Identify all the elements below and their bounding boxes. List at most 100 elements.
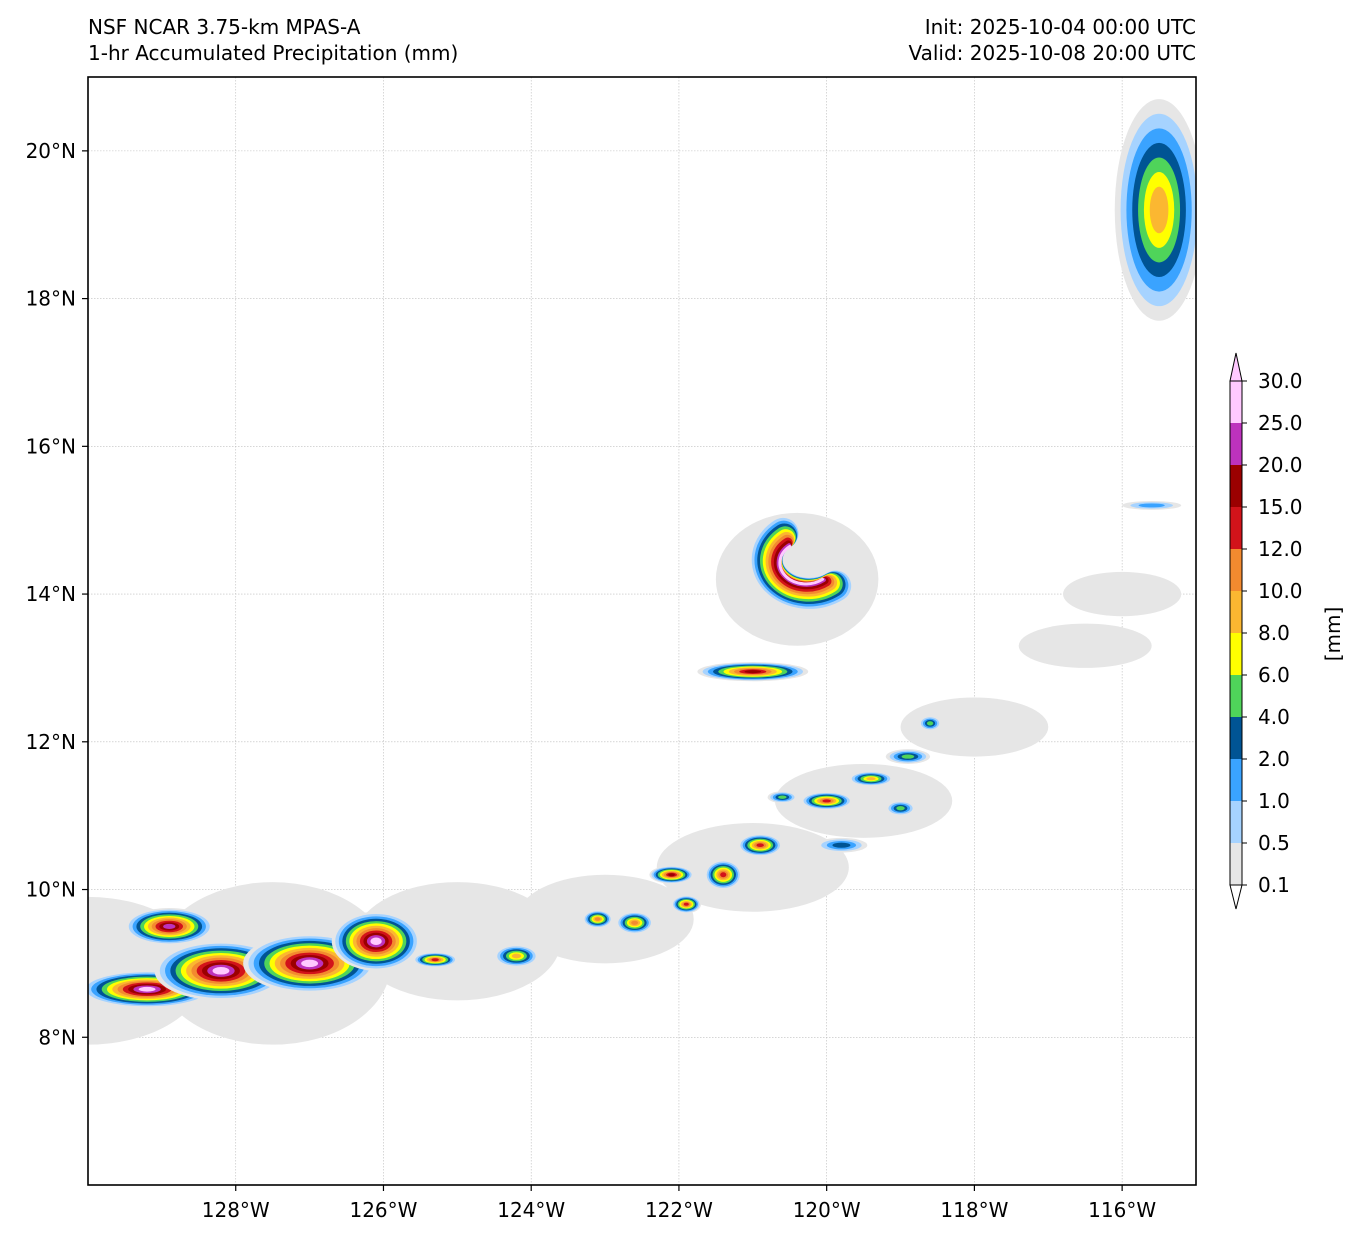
precip-contour — [301, 959, 319, 968]
colorbar-tick-label: 8.0 — [1258, 621, 1290, 645]
colorbar-tick-label: 4.0 — [1258, 705, 1290, 729]
colorbar-tick-label: 20.0 — [1258, 453, 1303, 477]
precip-contour — [631, 920, 639, 925]
colorbar-segment — [1230, 759, 1242, 801]
precip-feature — [919, 715, 942, 731]
precip-feature — [124, 908, 214, 945]
valid-time: Valid: 2025-10-08 20:00 UTC — [908, 41, 1196, 65]
colorbar-tick-label: 0.1 — [1258, 873, 1290, 897]
precip-contour — [896, 806, 905, 811]
precip-feature — [331, 911, 421, 971]
lon-tick-label: 116°W — [1088, 1198, 1156, 1222]
lat-tick-label: 16°N — [26, 434, 76, 458]
lat-tick-label: 18°N — [26, 287, 76, 311]
lon-tick-label: 124°W — [497, 1198, 565, 1222]
precip-contour — [511, 953, 522, 959]
precip-feature — [885, 749, 931, 764]
precip-feature — [243, 933, 377, 993]
colorbar-tick-label: 2.0 — [1258, 747, 1290, 771]
colorbar-tick-label: 6.0 — [1258, 663, 1290, 687]
precip-contour — [778, 544, 825, 586]
precip-feature — [767, 791, 798, 804]
colorbar: 30.0 25.0 20.0 15.0 12.0 10.0 8.0 6.0 4.0 2.0 1.0 0… — [1229, 352, 1345, 910]
colorbar-tick-label: 0.5 — [1258, 831, 1290, 855]
map-frame — [87, 76, 1197, 1186]
colorbar-tick-label: 25.0 — [1258, 411, 1303, 435]
precip-feature — [671, 895, 702, 914]
lon-tick-label: 120°W — [793, 1198, 861, 1222]
precip-feature — [1114, 99, 1196, 321]
colorbar-segment — [1230, 465, 1242, 507]
precip-feature — [1063, 571, 1182, 617]
precip-feature — [582, 910, 613, 928]
colorbar-tick-label: 12.0 — [1258, 537, 1303, 561]
lon-tick-label: 126°W — [349, 1198, 417, 1222]
precip-feature — [494, 944, 539, 968]
precip-contour — [594, 917, 601, 921]
axis-ticks: 128°W 126°W 124°W 122°W 120°W 118°W 116°W 8°N 10… — [26, 139, 1157, 1222]
init-time: Init: 2025-10-04 00:00 UTC — [924, 15, 1196, 39]
lat-tick-label: 14°N — [26, 582, 76, 606]
model-title: NSF NCAR 3.75-km MPAS-A — [88, 15, 361, 39]
precip-contour — [683, 902, 689, 906]
colorbar-segment — [1230, 675, 1242, 717]
precip-feature — [738, 834, 783, 857]
precip-feature — [715, 512, 879, 646]
lat-tick-label: 20°N — [26, 139, 76, 163]
colorbar-tick-label: 1.0 — [1258, 789, 1290, 813]
precip-feature — [800, 792, 853, 810]
precip-contour — [212, 967, 230, 975]
colorbar-segment — [1230, 843, 1242, 885]
precip-feature — [616, 911, 654, 934]
precip-contour — [832, 842, 851, 848]
colorbar-segment — [1230, 633, 1242, 675]
precip-contour — [431, 958, 439, 962]
precip-band — [774, 763, 953, 838]
colorbar-segment — [1230, 549, 1242, 591]
precip-contour — [778, 795, 787, 799]
precip-feature — [704, 859, 742, 890]
field-title: 1-hr Accumulated Precipitation (mm) — [88, 41, 459, 65]
precip-field — [88, 99, 1196, 1045]
precip-feature — [885, 800, 916, 816]
colorbar-segment — [1230, 507, 1242, 549]
colorbar-extend-min — [1229, 884, 1243, 910]
precip-contour — [163, 923, 176, 930]
lat-tick-label: 10°N — [26, 878, 76, 902]
colorbar-segment — [1230, 381, 1242, 423]
precip-contour — [720, 872, 727, 878]
precip-feature — [649, 865, 694, 884]
precip-contour — [756, 843, 764, 848]
lon-tick-label: 128°W — [202, 1198, 270, 1222]
precip-feature — [1122, 500, 1182, 510]
precip-contour — [370, 937, 382, 945]
precip-contour — [1149, 186, 1169, 234]
precip-contour — [901, 754, 915, 759]
precip-band — [1018, 623, 1152, 668]
lat-tick-label: 12°N — [26, 730, 76, 754]
precip-contour — [866, 777, 876, 781]
colorbar-unit-label: [mm] — [1321, 607, 1345, 662]
precip-contour — [1138, 503, 1165, 508]
colorbar-segment — [1230, 591, 1242, 633]
precip-feature — [848, 771, 894, 787]
precip-band — [656, 823, 849, 912]
precip-feature — [815, 837, 868, 853]
title-block-right: Init: 2025-10-04 00:00 UTC Valid: 2025-1… — [908, 14, 1196, 66]
precip-contour — [138, 986, 156, 992]
precip-contour — [668, 873, 675, 877]
title-block-left: NSF NCAR 3.75-km MPAS-A 1-hr Accumulated… — [88, 14, 458, 66]
colorbar-segment — [1230, 717, 1242, 759]
precip-contour — [744, 670, 762, 674]
colorbar-segment — [1230, 801, 1242, 843]
colorbar-tick-label: 30.0 — [1258, 369, 1303, 393]
precip-band — [900, 697, 1049, 757]
lat-tick-label: 8°N — [38, 1025, 76, 1049]
precip-feature — [697, 662, 809, 682]
lon-tick-label: 122°W — [645, 1198, 713, 1222]
colorbar-segment — [1230, 423, 1242, 465]
precip-band — [353, 882, 561, 1001]
lon-tick-label: 118°W — [940, 1198, 1008, 1222]
colorbar-tick-label: 15.0 — [1258, 495, 1303, 519]
